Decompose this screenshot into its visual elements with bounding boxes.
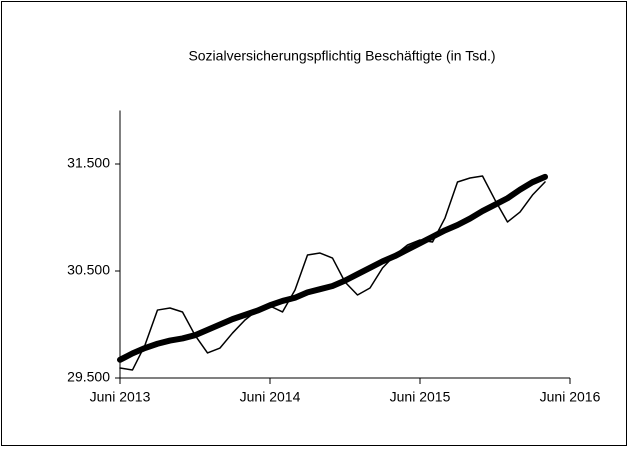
x-tick-label: Juni 2015: [390, 389, 451, 405]
y-tick-label: 31.500: [67, 155, 110, 171]
chart-title: Sozialversicherungspflichtig Beschäftigt…: [188, 48, 495, 64]
x-tick-label: Juni 2014: [240, 389, 301, 405]
y-tick-label: 30.500: [67, 262, 110, 278]
chart-frame: [1, 1, 627, 446]
y-tick-label: 29.500: [67, 369, 110, 385]
x-tick-label: Juni 2013: [90, 389, 151, 405]
x-tick-label: Juni 2016: [540, 389, 601, 405]
line-series: [117, 173, 548, 363]
line-series: [119, 175, 546, 371]
